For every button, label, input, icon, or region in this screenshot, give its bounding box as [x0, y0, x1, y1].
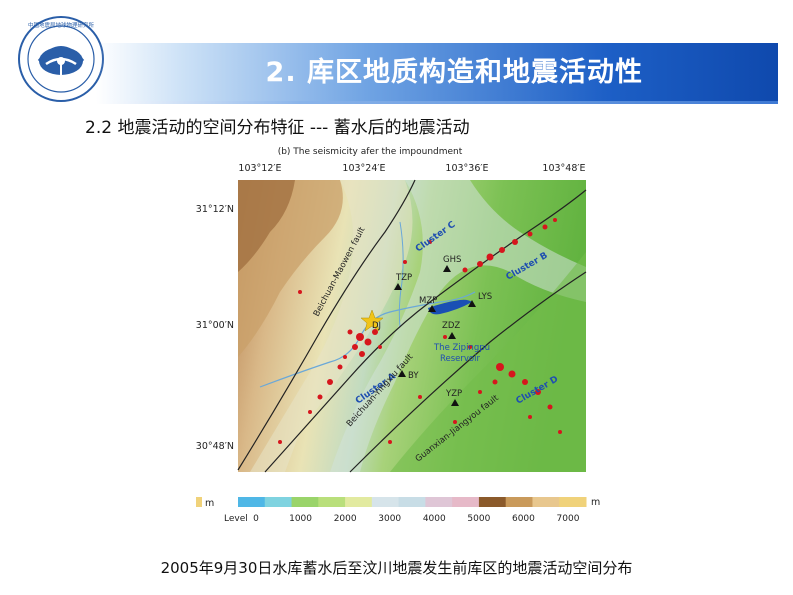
legend-tick-label: 3000 [378, 514, 401, 524]
lat-label-2: 31°00′N [196, 320, 234, 331]
station-label-ghs: GHS [443, 255, 461, 265]
legend-tick-label: 1000 [289, 514, 312, 524]
legend-swatch [238, 497, 266, 507]
figure-caption: 2005年9月30日水库蓄水后至汶川地震发生前库区的地震活动空间分布 [160, 559, 633, 577]
legend-tick-label: 2000 [334, 514, 357, 524]
legend-tick-label: 7000 [557, 514, 580, 524]
legend-tick-labels: 0 1000 2000 3000 4000 5000 6000 7000 [253, 514, 580, 524]
lon-label-3: 103°36′E [445, 163, 488, 174]
station-label-mzp: MZP [419, 296, 437, 306]
legend-tick-label: 0 [253, 514, 259, 524]
legend-tick-label: 4000 [423, 514, 446, 524]
map-frame [237, 179, 587, 473]
lon-label-2: 103°24′E [342, 163, 385, 174]
legend-tick-label: 6000 [512, 514, 535, 524]
legend-swatch [505, 497, 533, 507]
title-banner [96, 43, 778, 101]
lon-label-1: 103°12′E [238, 163, 281, 174]
reservoir-label-line1: The Zipingpu [433, 343, 490, 353]
station-label-by: BY [408, 371, 419, 381]
institute-logo: 中国地震局地球物理研究所 [18, 16, 104, 102]
legend-swatch [425, 497, 453, 507]
station-label-lys: LYS [478, 292, 492, 302]
legend-unit: m [591, 497, 600, 508]
legend-color-bar [238, 497, 587, 507]
legend-swatch [264, 497, 293, 507]
lat-label-1: 31°12′N [196, 204, 234, 215]
legend-swatch [559, 497, 587, 507]
station-label-yzp: YZP [445, 389, 462, 399]
legend-swatch [291, 497, 319, 507]
legend-prefix-unit: m [205, 498, 214, 509]
section-subtitle: 2.2 地震活动的空间分布特征 --- 蓄水后的地震活动 [85, 118, 470, 138]
elevation-legend: m Level 0 1000 2000 3000 4000 5000 6000 7000 m [196, 497, 600, 524]
legend-swatch [371, 497, 400, 507]
seismicity-map: (b) The seismicity afer the impoundment … [196, 147, 600, 524]
legend-swatch [532, 497, 560, 507]
legend-swatch [345, 497, 373, 507]
legend-swatch [452, 497, 480, 507]
legend-level-label: Level [224, 514, 248, 524]
page-title: 2. 库区地质构造和地震活动性 [265, 57, 643, 88]
station-label-zdz: ZDZ [442, 321, 460, 331]
station-label-tzp: TZP [395, 273, 412, 283]
legend-swatch [478, 497, 507, 507]
legend-tick-label: 5000 [467, 514, 490, 524]
reservoir-label-line2: Reservoir [440, 354, 480, 364]
lon-label-4: 103°48′E [542, 163, 585, 174]
map-panel-title: (b) The seismicity afer the impoundment [278, 147, 463, 157]
banner-stripe [96, 101, 778, 104]
earthquake-events [278, 218, 562, 444]
legend-swatch [398, 497, 426, 507]
lat-label-3: 30°48′N [196, 441, 234, 452]
legend-swatch [318, 497, 346, 507]
place-label-dj: DJ [372, 321, 381, 331]
logo-text: 中国地震局地球物理研究所 [28, 21, 95, 29]
